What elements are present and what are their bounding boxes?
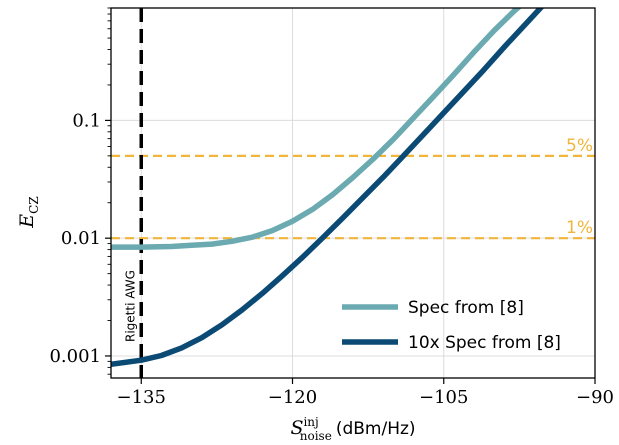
y-axis-sub: CZ xyxy=(27,196,41,214)
series-lines xyxy=(111,8,545,368)
reference-line-label: 1% xyxy=(566,218,593,238)
legend-label: Spec from [8] xyxy=(408,298,524,318)
y-axis-symbol: E xyxy=(16,214,38,229)
y-tick-label: 0.1 xyxy=(72,110,101,131)
x-tick-label: −105 xyxy=(419,387,468,408)
x-tick-label: −90 xyxy=(576,387,614,408)
x-tick-label: −135 xyxy=(117,387,166,408)
series-line-1 xyxy=(111,8,522,250)
x-tick-label: −120 xyxy=(268,387,317,408)
x-axis-label: Sinj noise (dBm/Hz) xyxy=(290,415,415,443)
vertical-marker-label: Rigetti AWG xyxy=(123,270,137,342)
vertical-marker-label-group: Rigetti AWG xyxy=(123,270,137,342)
y-tick-label: 0.001 xyxy=(49,346,101,367)
series-line-2 xyxy=(111,8,545,368)
reference-line-label: 5% xyxy=(566,136,593,156)
legend: Spec from [8] 10x Spec from [8] xyxy=(342,298,561,353)
plot-frame xyxy=(110,7,596,379)
legend-label: 10x Spec from [8] xyxy=(408,333,561,353)
y-axis-label: ECZ xyxy=(16,196,41,228)
x-axis-symbol: S xyxy=(290,417,303,439)
x-axis-sub: noise xyxy=(300,429,332,443)
x-axis-sup: inj xyxy=(303,415,318,429)
x-axis-unit: (dBm/Hz) xyxy=(336,419,416,439)
reference-lines xyxy=(111,154,595,240)
axis-ticks: −135 −120 −105 −90 0.001 0.01 0.1 xyxy=(49,7,614,408)
y-tick-label: 0.01 xyxy=(61,228,101,249)
plot-area xyxy=(111,8,595,378)
reference-line-labels: 5% 1% xyxy=(566,136,593,238)
